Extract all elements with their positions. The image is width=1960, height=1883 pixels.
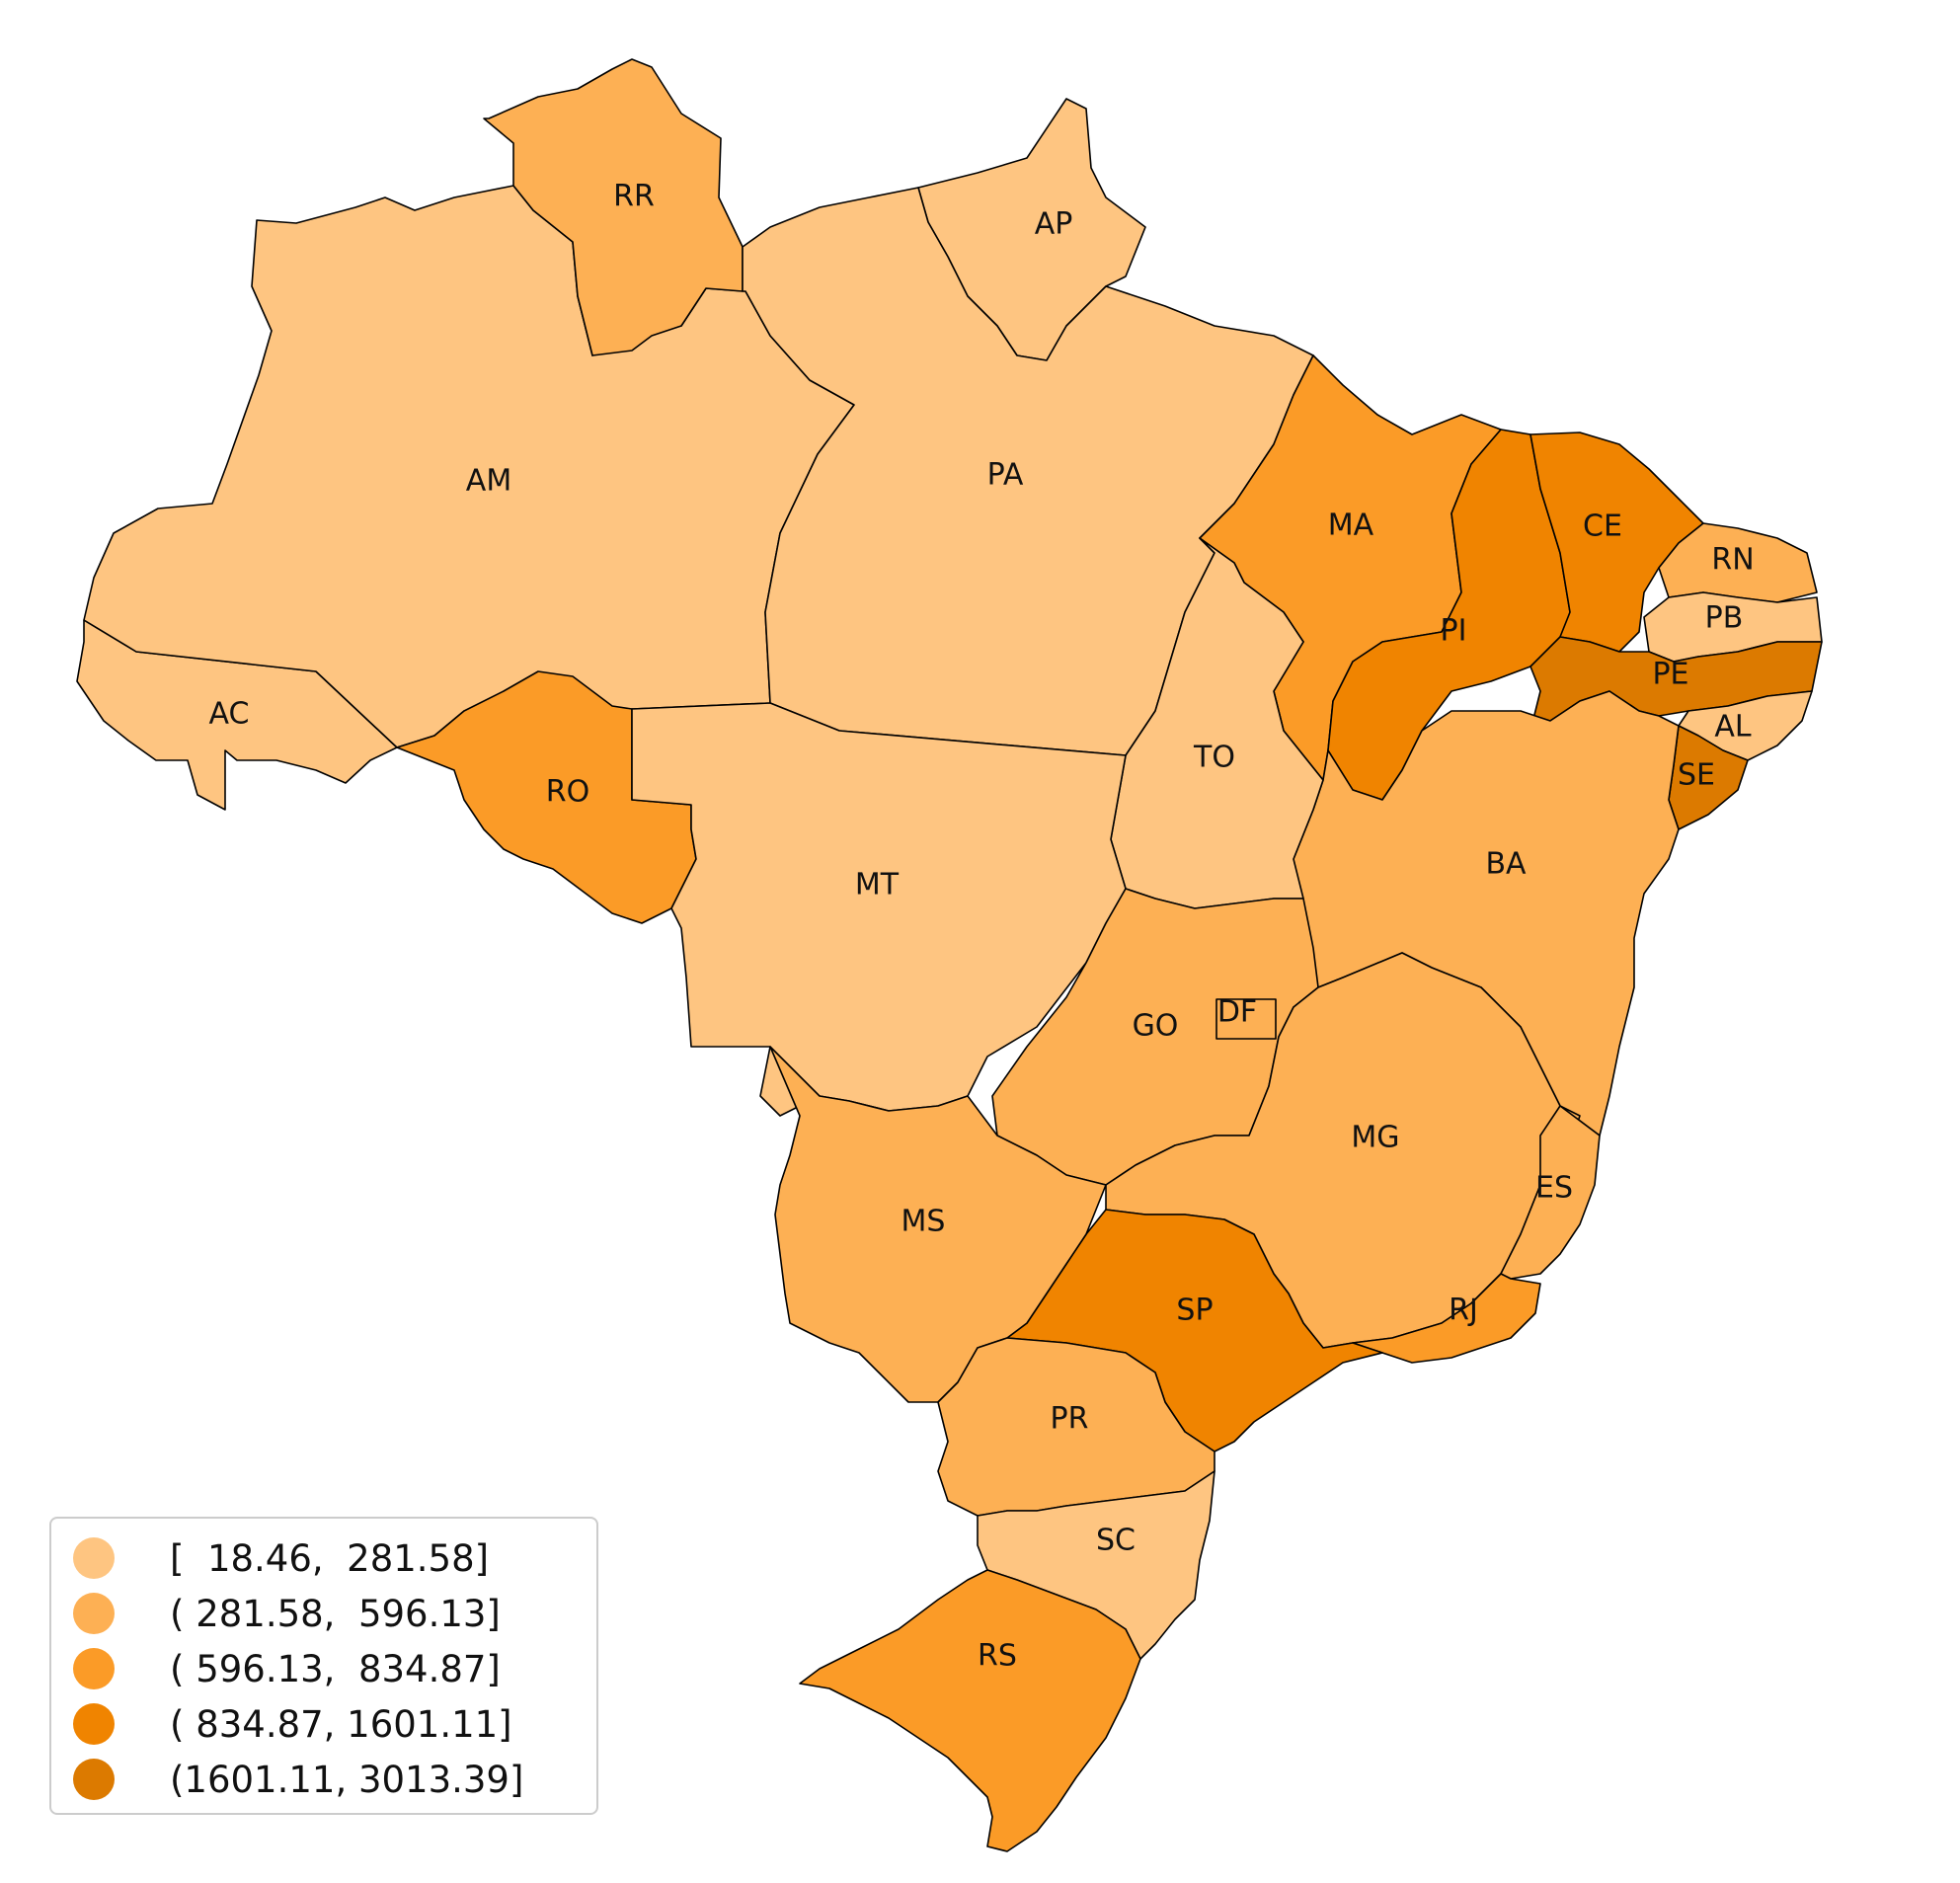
state-rr — [483, 58, 744, 356]
legend-swatch-3 — [73, 1703, 115, 1745]
state-label-ro: RO — [546, 775, 589, 810]
state-label-mg: MG — [1351, 1121, 1399, 1155]
legend-label-2: ( 596.13, 834.87] — [170, 1647, 501, 1690]
legend-item-0: [ 18.46, 281.58] — [73, 1530, 596, 1586]
state-label-se: SE — [1678, 758, 1715, 793]
legend-label-4: (1601.11, 3013.39] — [170, 1758, 524, 1801]
state-label-rn: RN — [1711, 543, 1754, 578]
state-es — [1500, 1105, 1601, 1280]
legend-swatch-4 — [73, 1759, 115, 1800]
state-label-df: DF — [1217, 995, 1257, 1030]
legend-swatch-2 — [73, 1648, 115, 1689]
state-label-mt: MT — [855, 868, 900, 902]
state-labels-layer: AC AM RR AP PA MA PI CE RN PB PE AL SE BA TO RO MT GO DF MG… — [209, 180, 1755, 1674]
state-rj — [1352, 1273, 1541, 1364]
state-ce — [1529, 432, 1704, 653]
state-label-pi: PI — [1441, 614, 1467, 649]
state-label-am: AM — [466, 464, 511, 499]
state-label-al: AL — [1714, 710, 1752, 745]
state-label-sp: SP — [1176, 1294, 1213, 1328]
state-label-ba: BA — [1485, 847, 1527, 882]
state-label-ac: AC — [209, 697, 250, 732]
legend-swatch-1 — [73, 1593, 115, 1634]
state-label-ap: AP — [1035, 207, 1073, 242]
state-label-pb: PB — [1705, 601, 1744, 636]
state-label-ma: MA — [1328, 509, 1374, 543]
legend-item-1: ( 281.58, 596.13] — [73, 1586, 596, 1641]
states-layer — [76, 58, 1823, 1852]
state-label-pa: PA — [987, 458, 1024, 493]
legend-item-4: (1601.11, 3013.39] — [73, 1752, 596, 1807]
state-label-sc: SC — [1096, 1524, 1136, 1558]
legend-label-0: [ 18.46, 281.58] — [170, 1536, 490, 1580]
state-label-to: TO — [1193, 741, 1235, 775]
legend-swatch-0 — [73, 1537, 115, 1579]
state-rs — [799, 1569, 1141, 1852]
state-label-es: ES — [1535, 1171, 1573, 1206]
state-label-ms: MS — [902, 1205, 946, 1239]
state-label-rj: RJ — [1449, 1294, 1478, 1328]
legend-item-3: ( 834.87, 1601.11] — [73, 1696, 596, 1752]
state-label-ce: CE — [1583, 510, 1622, 544]
state-label-pe: PE — [1652, 658, 1688, 692]
state-label-go: GO — [1133, 1009, 1179, 1044]
state-df — [1215, 998, 1277, 1040]
state-label-rs: RS — [978, 1639, 1017, 1674]
legend: [ 18.46, 281.58] ( 281.58, 596.13] ( 596… — [49, 1517, 598, 1815]
legend-item-2: ( 596.13, 834.87] — [73, 1641, 596, 1696]
state-label-pr: PR — [1051, 1402, 1089, 1437]
legend-label-3: ( 834.87, 1601.11] — [170, 1702, 512, 1746]
legend-label-1: ( 281.58, 596.13] — [170, 1592, 501, 1635]
state-label-rr: RR — [613, 180, 655, 214]
